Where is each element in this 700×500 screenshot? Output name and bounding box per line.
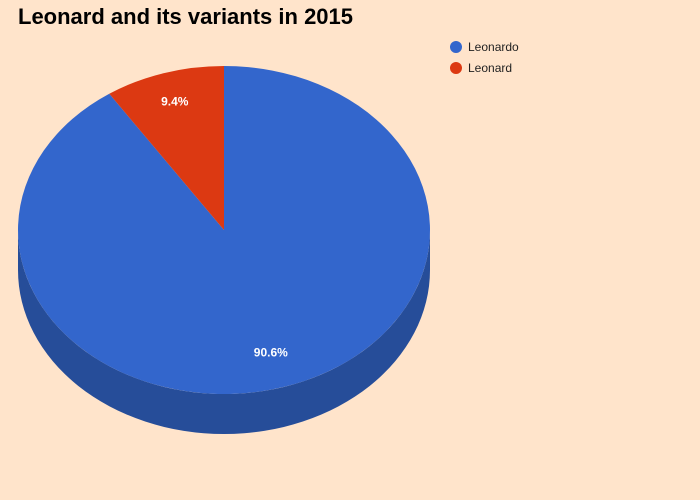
- legend-swatch: [450, 61, 462, 74]
- pie-slices: [17, 66, 430, 395]
- pie-side-leonardo: [18, 230, 430, 434]
- legend-label: Leonard: [468, 60, 513, 75]
- legend-label: Leonardo: [468, 39, 519, 54]
- pie-3d-sides: [18, 230, 430, 434]
- legend: Leonardo Leonard: [450, 36, 519, 78]
- legend-swatch: [450, 40, 462, 53]
- chart-title: Leonard and its variants in 2015: [18, 4, 354, 29]
- legend-item-leonardo[interactable]: Leonardo: [450, 36, 519, 57]
- slice-labels: 90.6% 9.4%: [161, 94, 288, 359]
- legend-item-leonard[interactable]: Leonard: [450, 57, 519, 78]
- slice-label-leonard: 9.4%: [161, 94, 189, 108]
- pie-slice-leonard[interactable]: [109, 66, 224, 230]
- pie-slice-leonardo[interactable]: [17, 66, 430, 395]
- slice-label-leonardo: 90.6%: [254, 345, 288, 359]
